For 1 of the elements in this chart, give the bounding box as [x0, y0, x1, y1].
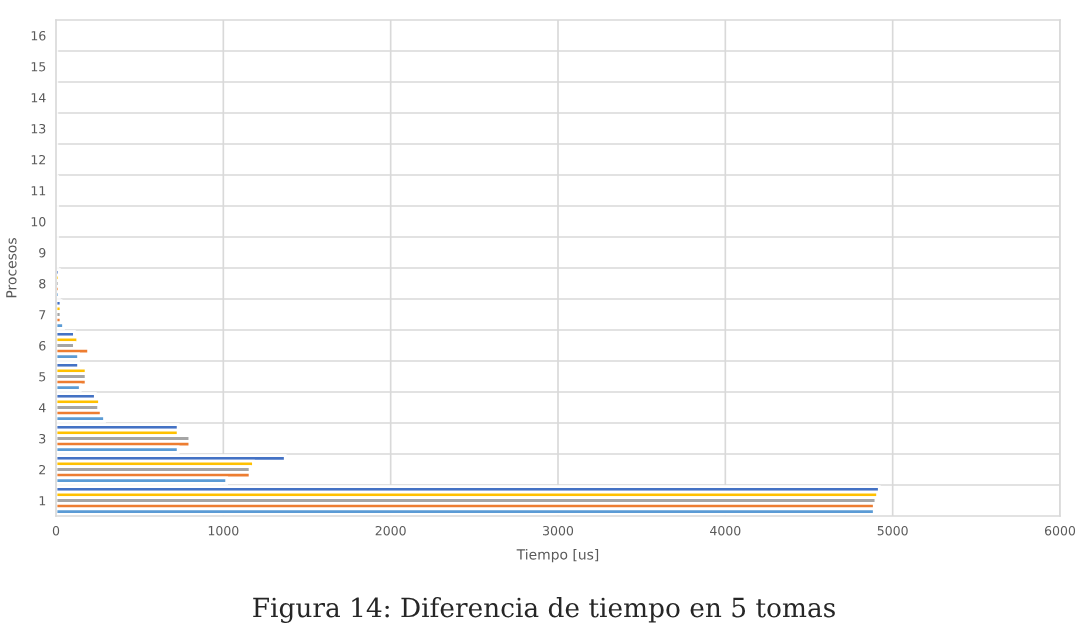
text: Figura 14: Diferencia de tiempo en 5 tomas	[253, 597, 835, 623]
